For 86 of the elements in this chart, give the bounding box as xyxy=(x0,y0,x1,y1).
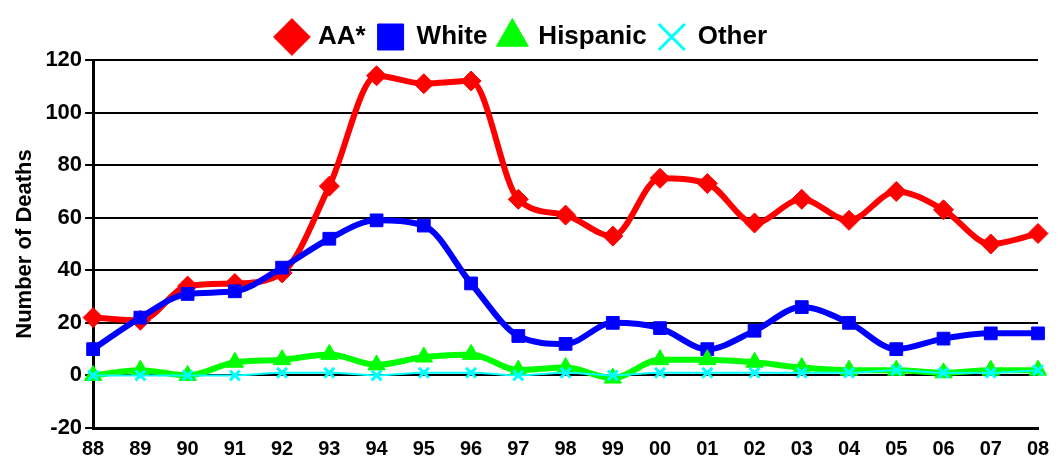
point xyxy=(460,70,482,92)
point xyxy=(272,349,292,366)
point xyxy=(559,366,572,380)
y-tick-label: -20 xyxy=(50,414,83,440)
point xyxy=(416,218,431,233)
point xyxy=(370,368,384,382)
point xyxy=(653,366,667,380)
y-tick-label: 60 xyxy=(57,203,83,229)
legend-label: Hispanic xyxy=(538,20,647,51)
y-tick-label: 80 xyxy=(57,151,83,177)
point xyxy=(322,231,337,246)
point xyxy=(318,175,340,197)
x-tick-label: 06 xyxy=(932,436,955,459)
point xyxy=(227,284,242,299)
legend-label: White xyxy=(416,20,488,51)
x-tick-label: 95 xyxy=(412,436,435,459)
point xyxy=(889,342,904,357)
x-tick-label: 08 xyxy=(1026,436,1050,459)
point xyxy=(464,276,478,291)
point xyxy=(464,366,478,380)
x-tick-label: 94 xyxy=(365,436,389,459)
point xyxy=(555,204,577,226)
point xyxy=(747,323,762,338)
point xyxy=(933,199,955,221)
point xyxy=(936,331,951,346)
point xyxy=(838,209,860,231)
point xyxy=(413,73,435,95)
y-tick-label: 20 xyxy=(57,308,83,334)
x-tick-label: 98 xyxy=(554,436,577,459)
point xyxy=(653,321,667,335)
y-tick-label: 0 xyxy=(69,361,83,387)
point xyxy=(322,366,336,380)
x-tick-label: 07 xyxy=(979,436,1002,459)
x-tick-label: 02 xyxy=(743,436,766,459)
y-axis-title: Number of Deaths xyxy=(11,149,37,339)
x-tick-label: 96 xyxy=(459,436,483,459)
x-tick-label: 00 xyxy=(648,436,672,459)
point xyxy=(983,326,998,341)
point xyxy=(795,366,809,380)
point xyxy=(228,368,242,382)
point xyxy=(275,260,289,275)
x-tick-label: 93 xyxy=(318,436,341,459)
point xyxy=(1027,222,1049,244)
point xyxy=(558,337,573,351)
x-tick-label: 03 xyxy=(790,436,813,459)
x-tick-label: 04 xyxy=(837,436,862,459)
x-tick-label: 92 xyxy=(270,436,294,459)
x-tick-label: 97 xyxy=(507,436,530,459)
legend-label: AA* xyxy=(317,20,367,51)
point xyxy=(366,65,388,87)
point xyxy=(650,349,670,366)
point xyxy=(180,287,195,301)
point xyxy=(1031,326,1045,341)
point xyxy=(511,368,525,382)
point xyxy=(744,212,766,234)
x-tick-label: 05 xyxy=(885,436,908,459)
point xyxy=(605,315,620,330)
point xyxy=(980,233,1002,255)
x-tick-label: 91 xyxy=(223,436,246,459)
y-tick-label: 120 xyxy=(45,46,83,72)
point xyxy=(649,167,671,189)
point xyxy=(696,173,718,195)
point xyxy=(417,366,431,380)
x-tick-label: 01 xyxy=(696,436,719,459)
point xyxy=(794,300,809,314)
point xyxy=(82,307,104,329)
x-tick-label: 89 xyxy=(129,436,152,459)
point xyxy=(885,180,907,202)
point xyxy=(748,366,761,380)
x-tick-label: 90 xyxy=(176,436,199,459)
legend-label: Other xyxy=(697,20,768,51)
point xyxy=(791,188,813,210)
point xyxy=(511,329,526,343)
point xyxy=(700,366,714,380)
point xyxy=(133,368,147,382)
point xyxy=(275,366,289,380)
point xyxy=(507,188,529,210)
point xyxy=(369,213,384,228)
point xyxy=(602,225,624,247)
x-tick-label: 88 xyxy=(81,436,105,459)
y-tick-label: 100 xyxy=(45,98,83,124)
y-tick-label: 40 xyxy=(57,256,83,282)
x-tick-label: 99 xyxy=(601,436,624,459)
point xyxy=(698,349,717,366)
point xyxy=(842,315,856,330)
point xyxy=(86,342,100,357)
